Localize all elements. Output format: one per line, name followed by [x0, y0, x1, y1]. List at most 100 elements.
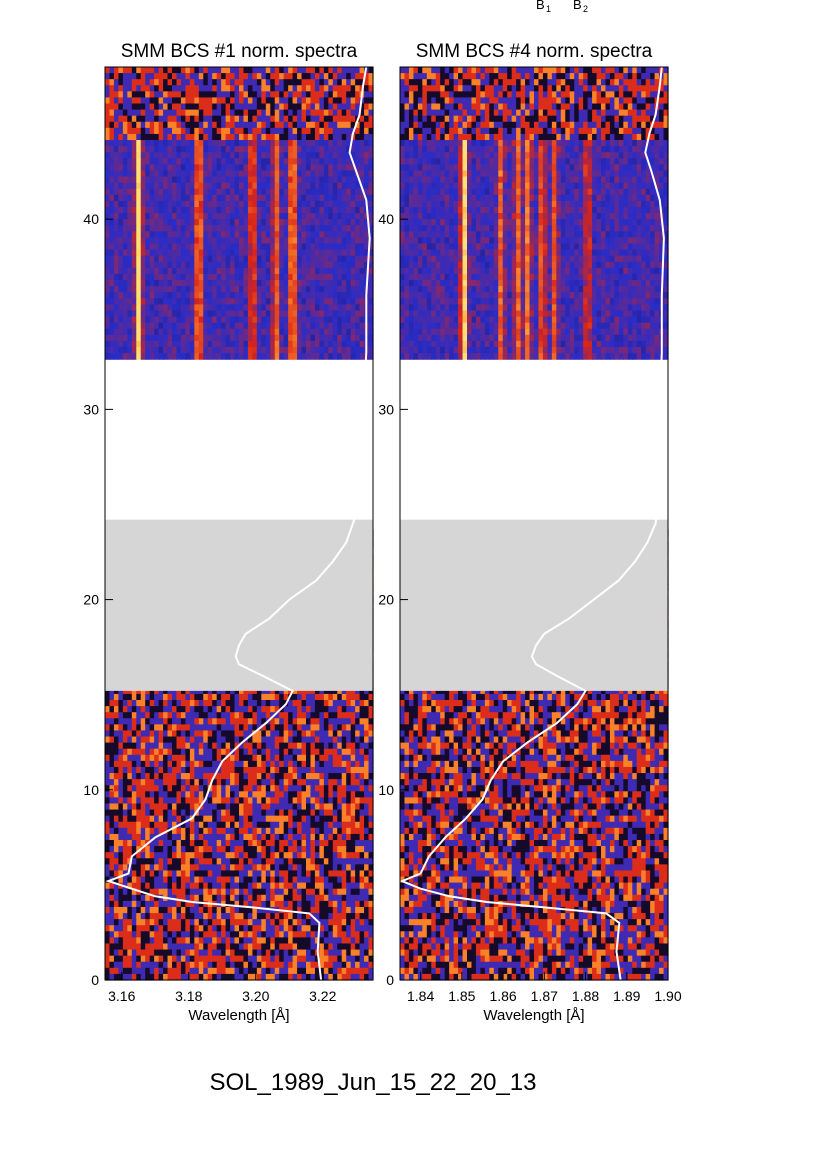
- heatmap-cell: [314, 133, 320, 141]
- heatmap-cell: [131, 298, 137, 305]
- heatmap-cell: [346, 219, 352, 226]
- heatmap-cell: [306, 706, 312, 713]
- heatmap-cell: [212, 718, 218, 725]
- heatmap-cell: [113, 194, 119, 202]
- heatmap-cell: [198, 298, 204, 305]
- heatmap-cell: [163, 322, 169, 330]
- heatmap-cell: [359, 109, 365, 117]
- heatmap-cell: [350, 109, 356, 117]
- heatmap-cell: [113, 261, 119, 269]
- heatmap-cell: [359, 231, 365, 239]
- heatmap-cell: [256, 322, 262, 330]
- heatmap-cell: [323, 194, 329, 202]
- heatmap-cell: [283, 243, 289, 251]
- heatmap-cell: [140, 322, 146, 330]
- heatmap-cell: [131, 736, 137, 744]
- heatmap-cell: [341, 115, 347, 123]
- heatmap-cell: [212, 103, 218, 111]
- heatmap-cell: [283, 97, 289, 105]
- heatmap-cell: [234, 322, 240, 330]
- heatmap-cell: [140, 730, 146, 738]
- heatmap-cell: [301, 700, 307, 707]
- heatmap-cell: [319, 103, 325, 111]
- heatmap-cell: [113, 115, 119, 123]
- heatmap-cell: [337, 188, 343, 196]
- heatmap-cell: [221, 724, 227, 732]
- heatmap-cell: [216, 334, 222, 342]
- heatmap-cell: [306, 255, 312, 263]
- heatmap-cell: [368, 121, 374, 129]
- heatmap-cell: [239, 304, 245, 312]
- heatmap-cell: [359, 243, 365, 251]
- heatmap-cell: [247, 322, 253, 330]
- heatmap-cell: [359, 322, 365, 330]
- heatmap-cell: [368, 103, 374, 111]
- heatmap-cell: [297, 170, 303, 178]
- heatmap-cell: [297, 346, 303, 354]
- heatmap-cell: [319, 91, 325, 99]
- heatmap-cell: [328, 353, 334, 360]
- heatmap-cell: [189, 322, 195, 330]
- heatmap-cell: [252, 286, 258, 293]
- heatmap-cell: [274, 182, 280, 190]
- heatmap-cell: [154, 243, 160, 251]
- heatmap-cell: [368, 292, 374, 299]
- heatmap-cell: [189, 67, 195, 74]
- heatmap-cell: [122, 194, 128, 202]
- heatmap-cell: [216, 152, 222, 159]
- heatmap-cell: [350, 693, 356, 701]
- heatmap-cell: [247, 706, 253, 713]
- heatmap-cell: [341, 712, 347, 719]
- heatmap-cell: [368, 225, 374, 232]
- heatmap-cell: [216, 97, 222, 105]
- heatmap-cell: [216, 213, 222, 220]
- heatmap-cell: [122, 219, 128, 226]
- heatmap-cell: [310, 213, 316, 220]
- heatmap-cell: [176, 146, 182, 153]
- heatmap-cell: [355, 79, 361, 86]
- heatmap-cell: [341, 91, 347, 99]
- heatmap-cell: [180, 115, 186, 123]
- heatmap-cell: [180, 152, 186, 159]
- heatmap-cell: [310, 292, 316, 299]
- heatmap-cell: [154, 182, 160, 190]
- heatmap-cell: [346, 140, 352, 147]
- heatmap-cell: [288, 231, 294, 239]
- heatmap-cell: [306, 213, 312, 220]
- heatmap-cell: [239, 243, 245, 251]
- heatmap-cell: [122, 249, 128, 257]
- heatmap-cell: [163, 194, 169, 202]
- heatmap-cell: [364, 231, 370, 239]
- heatmap-cell: [163, 298, 169, 305]
- heatmap-cell: [225, 255, 231, 263]
- heatmap-cell: [105, 267, 111, 275]
- heatmap-cell: [332, 712, 338, 719]
- heatmap-cell: [306, 328, 312, 336]
- heatmap-cell: [270, 176, 276, 184]
- heatmap-cell: [189, 164, 195, 172]
- heatmap-cell: [131, 249, 137, 257]
- heatmap-cell: [247, 231, 253, 239]
- heatmap-cell: [292, 225, 298, 232]
- heatmap-cell: [368, 693, 374, 701]
- heatmap-cell: [355, 280, 361, 287]
- heatmap-cell: [261, 194, 267, 202]
- heatmap-cell: [314, 237, 320, 245]
- heatmap-cell: [136, 267, 142, 275]
- heatmap-cell: [140, 133, 146, 141]
- heatmap-cell: [243, 700, 249, 707]
- heatmap-cell: [359, 298, 365, 305]
- heatmap-cell: [283, 340, 289, 348]
- heatmap-cell: [297, 700, 303, 707]
- heatmap-cell: [297, 298, 303, 305]
- heatmap-cell: [203, 304, 209, 312]
- heatmap-cell: [252, 103, 258, 111]
- heatmap-cell: [230, 79, 236, 86]
- heatmap-cell: [364, 85, 370, 92]
- heatmap-cell: [185, 736, 191, 744]
- heatmap-cell: [149, 91, 155, 99]
- heatmap-cell: [288, 304, 294, 312]
- heatmap-cell: [105, 237, 111, 245]
- heatmap-cell: [306, 176, 312, 184]
- heatmap-cell: [212, 304, 218, 312]
